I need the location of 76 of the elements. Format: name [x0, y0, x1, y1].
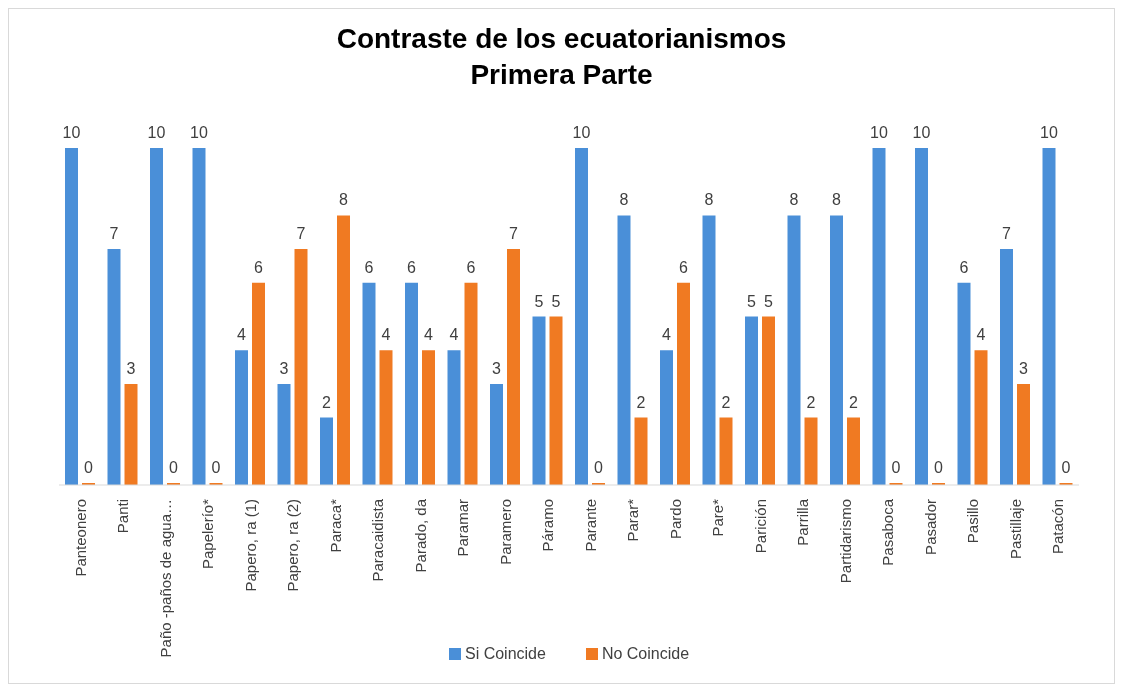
- data-label: 2: [721, 393, 731, 411]
- data-label: 3: [492, 359, 502, 377]
- data-label: 7: [109, 225, 119, 243]
- data-label: 0: [1061, 459, 1071, 476]
- data-label: 10: [190, 124, 208, 141]
- data-label: 7: [1002, 225, 1012, 243]
- data-label: 5: [551, 292, 561, 310]
- x-tick-label: Pasador: [921, 499, 939, 555]
- data-label: 4: [424, 326, 434, 344]
- x-tick-label: Páramo: [539, 499, 557, 552]
- data-label: 8: [339, 191, 349, 209]
- x-tick-label: Papero, ra (2): [284, 499, 302, 592]
- x-tick-label: Paraca*: [326, 498, 344, 553]
- x-tick-label: Patacón: [1049, 499, 1067, 555]
- x-tick-label: Papelerío*: [199, 498, 217, 570]
- x-tick-label: Papero, ra (1): [241, 499, 259, 592]
- x-tick-label: Pastillaje: [1006, 499, 1024, 560]
- data-label: 4: [662, 326, 672, 344]
- data-label: 6: [466, 258, 476, 276]
- x-tick-label: Parar*: [624, 498, 642, 542]
- data-label: 10: [572, 124, 591, 141]
- data-label: 10: [147, 124, 166, 141]
- data-label: 6: [407, 258, 417, 276]
- data-label: 5: [747, 292, 757, 310]
- data-label: 0: [594, 459, 604, 476]
- data-label: 0: [84, 459, 94, 476]
- data-label: 8: [789, 191, 799, 209]
- data-label: 4: [381, 326, 391, 344]
- data-label: 8: [619, 191, 629, 209]
- x-tick-label: Parado, da: [411, 498, 429, 573]
- x-tick-label: Pardo: [666, 499, 684, 540]
- data-label: 0: [211, 459, 221, 476]
- data-label: 5: [764, 292, 774, 310]
- data-label: 2: [849, 393, 859, 411]
- x-tick-label: Pare*: [709, 498, 727, 537]
- x-tick-label: Panteonero: [71, 499, 89, 577]
- x-tick-label: Parante: [581, 499, 599, 552]
- data-label: 10: [912, 124, 931, 141]
- x-tick-label: Parición: [751, 499, 769, 554]
- data-label: 3: [1019, 359, 1029, 377]
- x-tick-label: Pasaboca: [879, 498, 897, 566]
- data-label: 4: [449, 326, 459, 344]
- data-label: 0: [891, 459, 901, 476]
- data-label: 6: [254, 258, 264, 276]
- data-label: 10: [870, 124, 888, 141]
- data-label: 8: [832, 191, 842, 209]
- data-label: 4: [237, 326, 247, 344]
- data-label: 10: [62, 124, 81, 141]
- chart-title: Contraste de los ecuatorianismos: [335, 22, 788, 56]
- chart-subtitle: Primera Parte: [469, 58, 654, 92]
- x-tick-label: Panti: [114, 499, 132, 534]
- data-label: 10: [1040, 124, 1058, 141]
- data-label: 0: [169, 459, 179, 476]
- legend-label: Si Coincide: [464, 645, 546, 663]
- data-label: 2: [806, 393, 816, 411]
- x-tick-label: Pasillo: [964, 499, 982, 544]
- x-tick-label: Paramero: [496, 499, 514, 565]
- data-label: 6: [364, 258, 374, 276]
- x-tick-label: Paño -paños de agua…: [156, 499, 174, 658]
- data-label: 8: [704, 191, 714, 209]
- data-label: 2: [322, 393, 332, 411]
- legend-label: No Coincide: [601, 645, 690, 663]
- data-label: 2: [636, 393, 646, 411]
- data-label: 6: [959, 258, 969, 276]
- x-tick-label: Partidarismo: [836, 499, 854, 584]
- data-label: 7: [509, 225, 519, 243]
- x-tick-label: Paramar: [454, 499, 472, 557]
- data-label: 5: [534, 292, 544, 310]
- data-label: 3: [126, 359, 136, 377]
- x-tick-label: Paracaidista: [369, 498, 387, 582]
- data-label: 3: [279, 359, 289, 377]
- data-label: 7: [296, 225, 306, 243]
- x-tick-label: Parrilla: [794, 498, 812, 546]
- data-label: 0: [934, 459, 944, 476]
- data-label: 4: [976, 326, 986, 344]
- data-label: 6: [679, 258, 689, 276]
